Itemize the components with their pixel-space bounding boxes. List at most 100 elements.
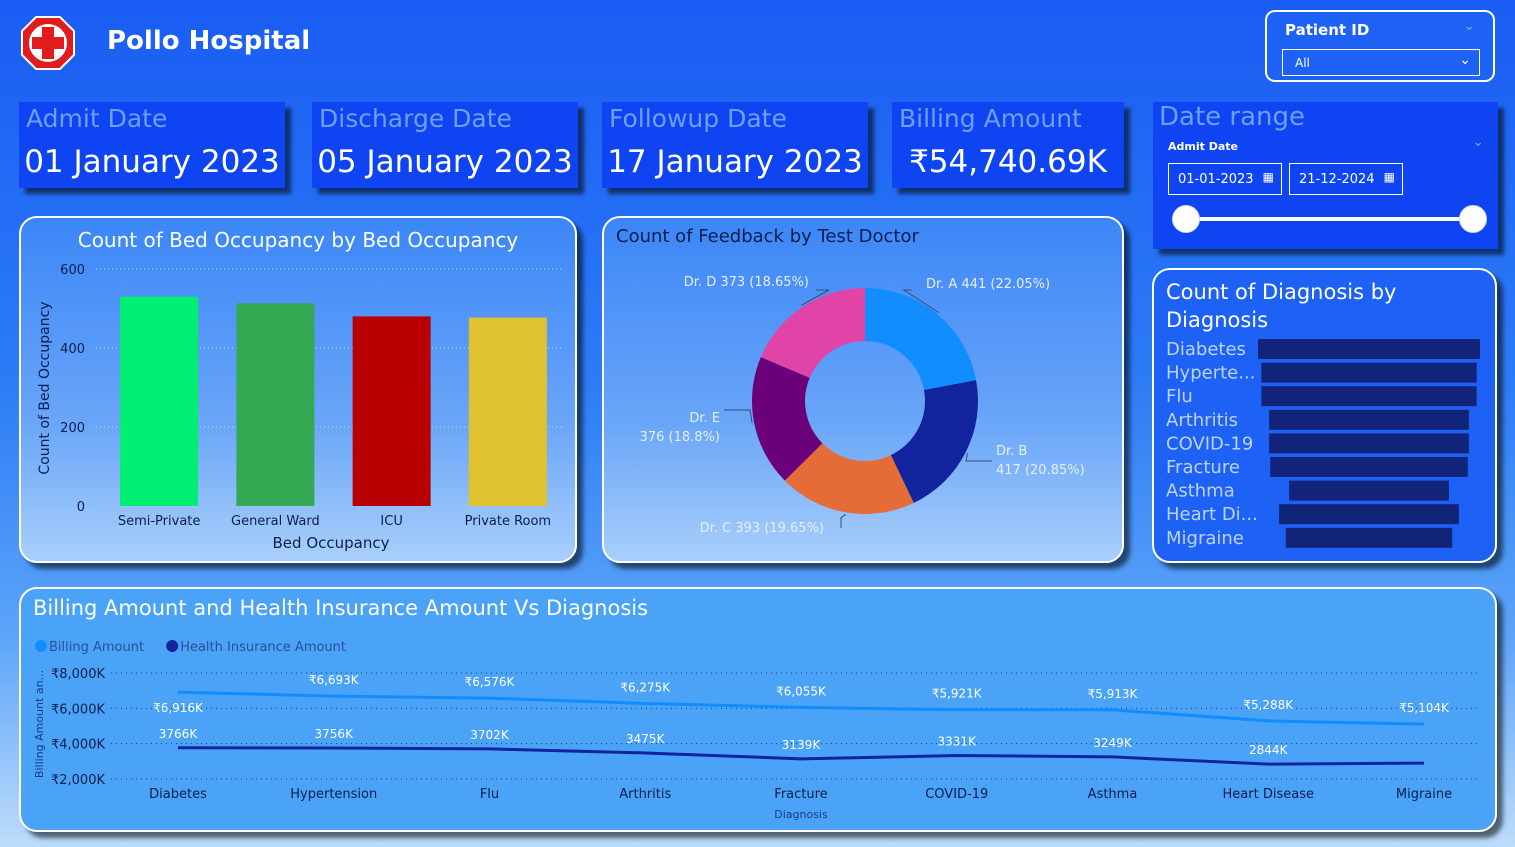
legend-label: Health Insurance Amount xyxy=(180,640,346,655)
end-date-value: 21-12-2024 xyxy=(1299,172,1375,187)
bar xyxy=(1285,527,1453,548)
x-tick-label: Fracture xyxy=(774,787,827,802)
date-range-field: Admit Date xyxy=(1168,140,1238,153)
donut-slice xyxy=(890,380,978,503)
end-date-input[interactable]: 21-12-2024 ▦ xyxy=(1289,163,1403,195)
chevron-down-icon[interactable]: ⌄ xyxy=(1472,134,1484,150)
range-slider-track[interactable] xyxy=(1186,217,1473,221)
donut-slice xyxy=(752,357,823,481)
x-tick-label: Asthma xyxy=(1088,787,1138,802)
card-value: 17 January 2023 xyxy=(607,144,863,180)
calendar-icon[interactable]: ▦ xyxy=(1262,170,1274,184)
series-line xyxy=(177,690,1425,726)
x-axis-label: Diagnosis xyxy=(774,808,828,821)
billing-amount-card: Billing Amount ₹54,740.69K xyxy=(892,102,1124,188)
slicer-label: Patient ID xyxy=(1285,21,1370,39)
x-axis-label: Bed Occupancy xyxy=(273,534,390,552)
bar xyxy=(1269,433,1469,454)
card-label: Discharge Date xyxy=(319,104,512,133)
bed-occupancy-plot: 0 200 400 600 Semi-Private General Ward ICU Pri… xyxy=(37,263,561,552)
card-value: 01 January 2023 xyxy=(24,144,280,180)
chevron-down-icon[interactable]: ⌄ xyxy=(1459,52,1471,68)
x-tick-label: COVID-19 xyxy=(925,787,988,802)
card-value: 05 January 2023 xyxy=(317,144,573,180)
data-label: ₹6,576K xyxy=(465,675,516,689)
x-tick-label: General Ward xyxy=(231,514,320,529)
chart-title: Count of Diagnosis by Diagnosis xyxy=(1166,280,1397,332)
legend-marker xyxy=(166,640,179,652)
data-label: ₹6,275K xyxy=(620,680,671,694)
followup-date-card: Followup Date 17 January 2023 xyxy=(602,102,868,188)
data-label: Dr. B xyxy=(996,444,1027,459)
patient-id-slicer[interactable]: Patient ID ⌄ All ⌄ xyxy=(1265,10,1495,82)
series-line xyxy=(177,746,1425,766)
data-label: 417 (20.85%) xyxy=(996,463,1085,478)
billing-line-plot: ₹2,000K ₹4,000K ₹6,000K ₹8,000K Diabetes Hype… xyxy=(33,640,1481,821)
chart-title: Count of Feedback by Test Doctor xyxy=(616,226,919,247)
app-title: Pollo Hospital xyxy=(107,26,311,56)
y-axis-label: Billing Amount an... xyxy=(33,670,46,778)
leader-line xyxy=(965,452,992,462)
category-label: Heart Di... xyxy=(1166,504,1258,525)
chart-title: Count of Bed Occupancy by Bed Occupancy xyxy=(77,228,519,252)
patient-id-dropdown[interactable]: All ⌄ xyxy=(1282,49,1480,76)
data-label: 3331K xyxy=(938,734,978,748)
calendar-icon[interactable]: ▦ xyxy=(1383,170,1395,184)
data-label: ₹5,104K xyxy=(1399,701,1450,715)
leader-line xyxy=(840,513,846,528)
donut-slice xyxy=(760,288,865,378)
range-slider-end-handle[interactable] xyxy=(1459,205,1487,233)
data-label: 3139K xyxy=(782,738,822,752)
billing-line-chart: Billing Amount and Health Insurance Amou… xyxy=(19,587,1497,832)
category-label: COVID-19 xyxy=(1166,433,1253,454)
x-tick-label: Arthritis xyxy=(619,787,671,802)
data-label: 3702K xyxy=(470,728,510,742)
leader-line xyxy=(724,409,753,423)
bar xyxy=(1261,386,1477,407)
y-tick-label: 400 xyxy=(60,342,85,357)
data-label: ₹6,055K xyxy=(776,684,827,698)
leader-line xyxy=(902,289,939,313)
y-tick-label: ₹4,000K xyxy=(51,738,105,753)
legend-marker xyxy=(35,640,47,652)
card-value: ₹54,740.69K xyxy=(909,144,1107,180)
leader-line xyxy=(801,289,830,306)
bar xyxy=(1258,339,1480,359)
y-tick-label: ₹2,000K xyxy=(51,773,105,788)
data-label: 3756K xyxy=(315,727,355,741)
y-axis-label: Count of Bed Occupancy xyxy=(37,301,53,474)
date-range-slicer[interactable]: Date range Admit Date ⌄ 01-01-2023 ▦ 21-… xyxy=(1153,102,1498,249)
card-label: Admit Date xyxy=(26,104,168,133)
y-tick-label: ₹6,000K xyxy=(51,702,105,717)
data-label: Dr. A 441 (22.05%) xyxy=(926,277,1050,292)
bar xyxy=(120,296,199,506)
bar xyxy=(352,316,431,506)
donut-slice xyxy=(784,443,914,514)
data-label: 376 (18.8%) xyxy=(640,430,720,445)
bed-occupancy-chart: Count of Bed Occupancy by Bed Occupancy … xyxy=(19,216,577,563)
data-label: ₹5,913K xyxy=(1088,687,1139,701)
feedback-donut-plot: Dr. A 441 (22.05%) Dr. B 417 (20.85%) Dr. C… xyxy=(640,275,1085,536)
diagnosis-bar-chart: Count of Diagnosis by Diagnosis Diabetes… xyxy=(1152,268,1497,563)
bar xyxy=(236,303,315,506)
data-label: Dr. C 393 (19.65%) xyxy=(700,521,824,536)
y-tick-label: ₹8,000K xyxy=(51,667,105,682)
date-range-title: Date range xyxy=(1159,102,1306,132)
chart-title: Billing Amount and Health Insurance Amou… xyxy=(33,596,649,620)
feedback-donut-chart: Count of Feedback by Test Doctor Dr. A 4… xyxy=(602,216,1124,563)
dropdown-value: All xyxy=(1295,56,1310,70)
x-tick-label: Migraine xyxy=(1396,787,1452,802)
card-label: Billing Amount xyxy=(899,104,1082,133)
data-label: 3475K xyxy=(626,732,666,746)
x-tick-label: Private Room xyxy=(465,514,551,529)
category-label: Flu xyxy=(1166,386,1193,407)
chevron-down-icon[interactable]: ⌄ xyxy=(1463,18,1475,34)
range-slider-start-handle[interactable] xyxy=(1172,205,1200,233)
data-label: 3249K xyxy=(1093,736,1133,750)
discharge-date-card: Discharge Date 05 January 2023 xyxy=(312,102,578,188)
card-label: Followup Date xyxy=(609,104,787,133)
category-label: Arthritis xyxy=(1166,410,1238,431)
red-cross-icon xyxy=(20,15,76,71)
start-date-input[interactable]: 01-01-2023 ▦ xyxy=(1168,163,1282,195)
